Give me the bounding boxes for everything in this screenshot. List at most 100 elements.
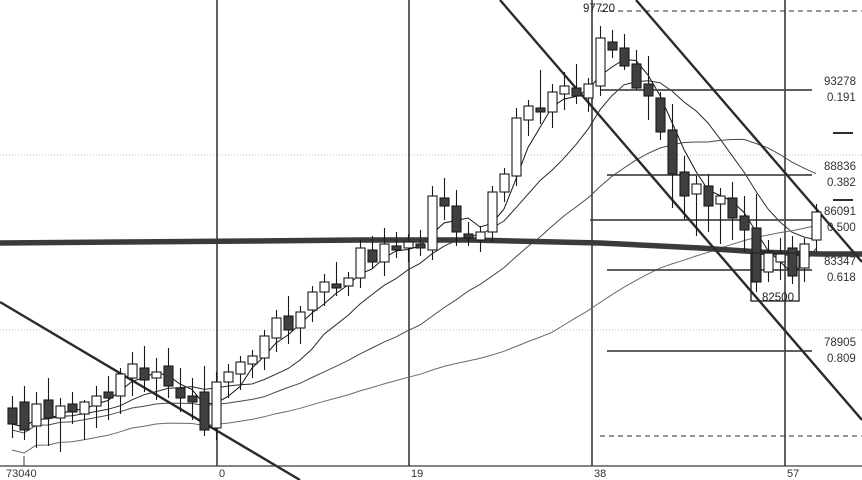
candlestick	[175, 368, 186, 412]
candle-layer	[7, 26, 822, 452]
candlestick	[55, 398, 66, 452]
axis-layer	[0, 456, 862, 467]
candle-body-down	[787, 247, 798, 277]
candlestick	[403, 234, 414, 262]
candlestick	[271, 310, 282, 352]
candlestick	[247, 350, 258, 378]
candle-body-up	[763, 251, 774, 273]
candle-body-down	[451, 205, 462, 233]
candle-body-down	[607, 41, 618, 51]
candle-body-up	[487, 191, 498, 233]
candlestick	[43, 378, 54, 446]
candlestick	[511, 108, 522, 186]
candlestick	[391, 232, 402, 258]
fib-price-label-0.500: 86091	[824, 206, 856, 218]
candle-body-down	[643, 83, 654, 97]
ma-long-line	[11, 225, 817, 454]
candlestick	[307, 286, 318, 322]
x-axis-tick-38: 38	[594, 468, 607, 480]
selection-box-label: 82500	[762, 292, 794, 304]
candlestick	[31, 392, 42, 448]
candle-body-up	[715, 195, 726, 205]
candle-body-down	[43, 399, 54, 419]
selection-box-layer[interactable]	[750, 252, 800, 302]
candle-body-down	[703, 185, 714, 207]
candle-body-up	[511, 117, 522, 177]
candlestick	[715, 188, 726, 244]
candle-body-up	[427, 195, 438, 251]
candle-body-down	[175, 387, 186, 399]
candlestick	[331, 262, 342, 296]
candlestick	[523, 100, 534, 136]
fib-ratio-label-0.500: 0.500	[827, 222, 856, 234]
candle-body-up	[91, 395, 102, 407]
candlestick	[667, 104, 678, 208]
candlestick	[319, 274, 330, 306]
candlestick	[151, 358, 162, 400]
candlestick	[607, 30, 618, 58]
upper-descending-trendline[interactable]	[499, 0, 862, 421]
candlestick	[439, 178, 450, 220]
candle-body-up	[55, 405, 66, 419]
candle-body-up	[235, 361, 246, 375]
candlestick	[199, 366, 210, 436]
candlestick	[235, 356, 246, 390]
candle-body-up	[523, 105, 534, 121]
candlestick	[679, 156, 690, 220]
candlestick	[427, 186, 438, 260]
candlestick	[19, 386, 30, 440]
lower-descending-trendline[interactable]	[635, 0, 862, 263]
candlestick	[127, 352, 138, 396]
candle-body-up	[499, 173, 510, 193]
candle-body-down	[187, 395, 198, 403]
candle-body-down	[667, 129, 678, 175]
candlestick	[103, 376, 114, 420]
candle-body-down	[739, 215, 750, 231]
candle-body-up	[151, 371, 162, 379]
candlestick	[211, 372, 222, 440]
candlestick	[655, 92, 666, 140]
candle-body-up	[79, 401, 90, 415]
candlestick	[619, 34, 630, 70]
candlestick	[547, 84, 558, 128]
candlestick	[751, 194, 762, 292]
candlestick	[643, 56, 654, 120]
candlestick	[583, 78, 594, 112]
candle-body-up	[475, 231, 486, 241]
candle-body-down	[571, 87, 582, 97]
candle-body-up	[211, 381, 222, 429]
candle-body-down	[367, 249, 378, 263]
candlestick	[499, 168, 510, 202]
candlestick	[355, 240, 366, 288]
candlestick	[379, 228, 390, 276]
candlestick	[115, 368, 126, 414]
ma-slow-line	[11, 138, 817, 434]
candlestick	[727, 182, 738, 240]
candlestick	[187, 378, 198, 420]
candlestick	[79, 400, 90, 440]
candle-body-up	[31, 403, 42, 427]
candlestick	[559, 72, 570, 110]
long-descending-trendline[interactable]	[0, 300, 301, 480]
candle-body-down	[103, 391, 114, 399]
fibonacci-layer	[590, 89, 853, 352]
candlestick	[703, 174, 714, 232]
candle-body-down	[727, 197, 738, 219]
candle-body-up	[403, 241, 414, 249]
selection-box[interactable]	[750, 252, 800, 302]
candle-body-up	[115, 373, 126, 397]
x-axis-tick-0: 0	[219, 468, 226, 480]
candle-body-down	[199, 391, 210, 431]
candle-body-up	[319, 281, 330, 293]
candle-body-up	[583, 83, 594, 99]
candlestick	[67, 392, 78, 424]
candlestick	[7, 396, 18, 438]
moving-average-layer	[0, 58, 862, 454]
swing-high-label: 97720	[583, 3, 615, 15]
candle-body-down	[415, 243, 426, 249]
candle-body-down	[163, 365, 174, 387]
candle-body-up	[595, 37, 606, 87]
candle-body-up	[259, 335, 270, 359]
